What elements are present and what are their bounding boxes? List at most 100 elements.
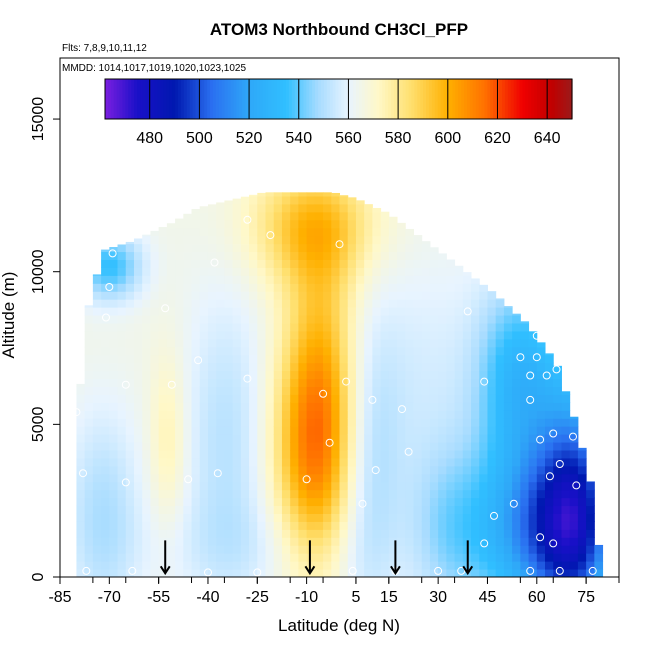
- field-cell: [175, 235, 184, 245]
- field-cell: [133, 497, 143, 507]
- field-cell: [323, 442, 332, 451]
- field-cell: [158, 251, 168, 260]
- field-cell: [536, 402, 546, 411]
- field-cell: [339, 195, 349, 197]
- field-cell: [158, 259, 168, 268]
- field-cell: [306, 553, 316, 562]
- field-cell: [421, 410, 431, 419]
- field-cell: [364, 299, 373, 308]
- field-cell: [487, 497, 497, 507]
- sample-point: [108, 249, 117, 258]
- field-cell: [413, 354, 423, 364]
- field-cell: [586, 481, 595, 483]
- field-cell: [224, 235, 234, 245]
- sample-point: [526, 371, 535, 380]
- field-cell: [429, 315, 439, 324]
- field-cell: [224, 267, 234, 276]
- field-cell: [495, 561, 505, 570]
- field-cell: [290, 243, 299, 253]
- field-cell: [76, 457, 86, 467]
- sample-point: [434, 566, 443, 575]
- field-cell: [347, 553, 357, 562]
- field-cell: [528, 418, 538, 427]
- field-cell: [150, 251, 160, 260]
- field-cell: [306, 497, 316, 507]
- field-cell: [109, 434, 119, 443]
- field-cell: [372, 545, 382, 554]
- field-cell: [183, 346, 193, 356]
- field-cell: [446, 323, 456, 332]
- field-cell: [183, 545, 193, 554]
- field-cell: [249, 275, 258, 284]
- field-cell: [421, 545, 431, 554]
- field-cell: [503, 553, 513, 562]
- field-cell: [216, 545, 225, 554]
- field-cell: [380, 362, 390, 372]
- field-cell: [150, 230, 160, 237]
- field-cell: [536, 386, 546, 395]
- field-cell: [306, 426, 316, 435]
- field-cell: [438, 402, 447, 411]
- field-cell: [109, 386, 119, 395]
- field-cell: [158, 489, 168, 499]
- field-cell: [199, 299, 209, 308]
- field-cell: [166, 299, 176, 308]
- field-cell: [380, 275, 390, 284]
- field-cell: [397, 426, 406, 435]
- field-cell: [355, 569, 365, 577]
- field-cell: [92, 569, 102, 577]
- field-cell: [347, 338, 357, 348]
- field-cell: [512, 330, 521, 340]
- field-cell: [503, 505, 513, 514]
- field-cell: [84, 378, 94, 387]
- sample-point: [204, 568, 212, 577]
- field-cell: [265, 299, 275, 308]
- field-cell: [92, 362, 102, 372]
- field-cell: [438, 426, 447, 435]
- field-cell: [331, 307, 340, 316]
- field-cell: [232, 211, 242, 221]
- field-cell: [265, 307, 275, 316]
- field-cell: [331, 299, 340, 308]
- field-cell: [125, 291, 135, 300]
- field-cell: [462, 330, 472, 340]
- field-cell: [388, 545, 398, 554]
- field-cell: [413, 402, 423, 411]
- field-cell: [314, 283, 324, 292]
- field-cell: [487, 394, 497, 403]
- field-cell: [117, 338, 127, 348]
- field-cell: [240, 315, 250, 324]
- field-cell: [76, 561, 86, 570]
- field-cell: [545, 370, 554, 380]
- field-cell: [364, 386, 373, 395]
- field-cell: [249, 195, 258, 205]
- field-cell: [76, 489, 86, 499]
- field-cell: [331, 513, 340, 522]
- field-cell: [429, 442, 439, 451]
- sample-point: [368, 395, 377, 404]
- field-cell: [405, 505, 414, 514]
- field-cell: [413, 346, 423, 356]
- field-cell: [183, 235, 193, 245]
- field-cell: [372, 553, 382, 562]
- field-cell: [199, 434, 209, 443]
- field-cell: [380, 569, 390, 577]
- field-cell: [594, 569, 604, 577]
- field-cell: [364, 307, 373, 316]
- field-cell: [594, 545, 604, 554]
- field-cell: [183, 362, 193, 372]
- field-cell: [569, 489, 579, 499]
- field-cell: [191, 402, 201, 411]
- field-cell: [372, 243, 382, 253]
- field-cell: [388, 291, 398, 300]
- field-cell: [249, 338, 258, 348]
- colorbar-segment: [382, 79, 386, 119]
- field-cell: [142, 569, 151, 577]
- field-cell: [133, 291, 143, 300]
- colorbar-segment: [367, 79, 372, 119]
- field-cell: [429, 489, 439, 499]
- field-cell: [306, 418, 316, 427]
- field-cell: [125, 489, 135, 499]
- field-cell: [306, 267, 316, 276]
- field-cell: [380, 211, 390, 213]
